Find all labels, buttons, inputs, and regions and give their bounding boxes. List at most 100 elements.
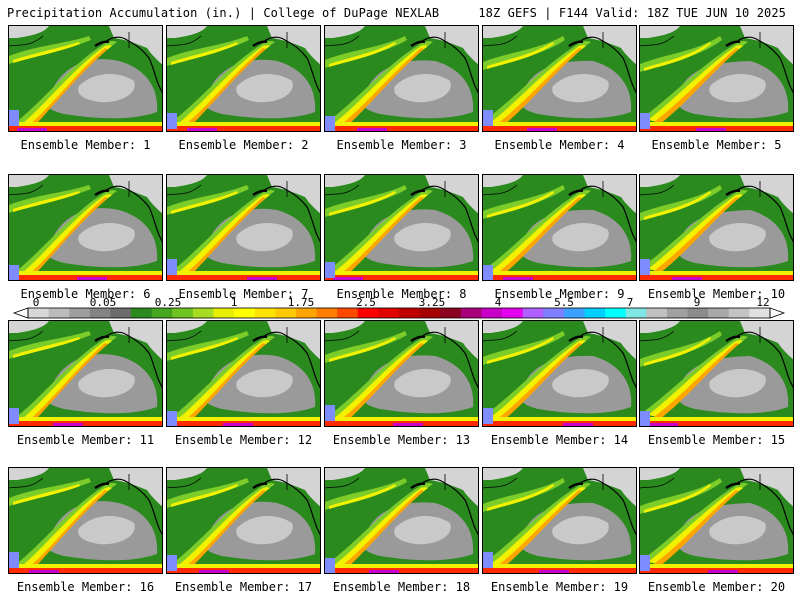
member-caption: Ensemble Member: 19 bbox=[490, 580, 629, 594]
precip-map-frame bbox=[639, 467, 794, 574]
colorbar-tick-label: 3.25 bbox=[418, 296, 446, 309]
member-caption: Ensemble Member: 9 bbox=[494, 287, 625, 301]
run-valid-time: 18Z GEFS | F144 Valid: 18Z TUE JUN 10 20… bbox=[478, 6, 786, 20]
colorbar-swatch bbox=[275, 308, 297, 318]
colorbar-swatch bbox=[131, 308, 153, 318]
precip-map bbox=[640, 468, 793, 573]
precip-map-frame bbox=[639, 25, 794, 132]
colorbar-swatch bbox=[172, 308, 194, 318]
colorbar-tick-label: 1.75 bbox=[287, 296, 315, 309]
colorbar-min-arrow bbox=[12, 307, 29, 319]
precip-map-frame bbox=[482, 25, 637, 132]
member-caption: Ensemble Member: 8 bbox=[336, 287, 467, 301]
precip-map bbox=[9, 468, 162, 573]
colorbar-swatch bbox=[584, 308, 606, 318]
colorbar-swatch bbox=[357, 308, 379, 318]
colorbar-max-arrow bbox=[769, 307, 786, 319]
member-caption: Ensemble Member: 10 bbox=[647, 287, 786, 301]
precip-map bbox=[483, 175, 636, 280]
precip-map bbox=[167, 468, 320, 573]
precip-map-frame bbox=[324, 467, 479, 574]
colorbar-swatch bbox=[708, 308, 730, 318]
product-title: Precipitation Accumulation (in.) | Colle… bbox=[7, 6, 440, 20]
colorbar-swatch bbox=[48, 308, 70, 318]
member-caption: Ensemble Member: 13 bbox=[332, 433, 471, 447]
precip-map bbox=[640, 175, 793, 280]
colorbar-swatch bbox=[749, 308, 771, 318]
colorbar-swatch bbox=[213, 308, 235, 318]
precip-map bbox=[9, 321, 162, 426]
precip-map-frame bbox=[166, 320, 321, 427]
colorbar-tick-label: 0 bbox=[32, 296, 40, 309]
colorbar-swatch bbox=[28, 308, 50, 318]
member-caption: Ensemble Member: 4 bbox=[494, 138, 625, 152]
colorbar-bar bbox=[12, 307, 786, 319]
precip-map bbox=[483, 321, 636, 426]
colorbar-swatch bbox=[502, 308, 524, 318]
member-caption: Ensemble Member: 15 bbox=[647, 433, 786, 447]
colorbar-swatch bbox=[316, 308, 338, 318]
member-caption: Ensemble Member: 20 bbox=[647, 580, 786, 594]
precip-colorbar: 0 0.05 0.25 1 1.75 2.5 3.25 4 5.5 7 9 12 bbox=[0, 296, 800, 320]
colorbar-swatch bbox=[89, 308, 111, 318]
precip-map-frame bbox=[166, 174, 321, 281]
precip-map-frame bbox=[166, 467, 321, 574]
colorbar-swatch bbox=[295, 308, 318, 318]
colorbar-tick-label: 1 bbox=[230, 296, 238, 309]
precip-map-frame bbox=[8, 320, 163, 427]
colorbar-swatch bbox=[605, 308, 627, 318]
precip-map bbox=[9, 175, 162, 280]
colorbar-swatch bbox=[543, 308, 565, 318]
colorbar-swatch bbox=[399, 308, 421, 318]
member-caption: Ensemble Member: 1 bbox=[20, 138, 151, 152]
member-caption: Ensemble Member: 3 bbox=[336, 138, 467, 152]
member-caption: Ensemble Member: 11 bbox=[16, 433, 155, 447]
colorbar-swatch bbox=[110, 308, 132, 318]
member-caption: Ensemble Member: 12 bbox=[174, 433, 313, 447]
precip-map-frame bbox=[8, 467, 163, 574]
colorbar-tick-label: 0.25 bbox=[154, 296, 182, 309]
colorbar-swatch bbox=[522, 308, 544, 318]
member-caption: Ensemble Member: 2 bbox=[178, 138, 309, 152]
precip-map-frame bbox=[324, 174, 479, 281]
member-caption: Ensemble Member: 7 bbox=[178, 287, 309, 301]
colorbar-tick-label: 4 bbox=[494, 296, 502, 309]
precip-map-frame bbox=[324, 25, 479, 132]
member-caption: Ensemble Member: 6 bbox=[20, 287, 151, 301]
precip-map bbox=[167, 175, 320, 280]
precip-map bbox=[9, 26, 162, 131]
member-caption: Ensemble Member: 18 bbox=[332, 580, 471, 594]
precip-map bbox=[483, 468, 636, 573]
colorbar-tick-label: 7 bbox=[626, 296, 634, 309]
colorbar-swatch bbox=[151, 308, 173, 318]
precip-map-frame bbox=[166, 25, 321, 132]
colorbar-swatch bbox=[440, 308, 462, 318]
colorbar-swatch bbox=[192, 308, 214, 318]
precip-map-frame bbox=[8, 25, 163, 132]
precip-map bbox=[325, 321, 478, 426]
precip-map bbox=[640, 26, 793, 131]
colorbar-tick-label: 2.5 bbox=[356, 296, 376, 309]
precip-map bbox=[167, 321, 320, 426]
colorbar-swatch bbox=[419, 308, 441, 318]
colorbar-tick-label: 9 bbox=[693, 296, 701, 309]
precip-map-frame bbox=[8, 174, 163, 281]
colorbar-swatch bbox=[563, 308, 585, 318]
colorbar-swatch bbox=[625, 308, 647, 318]
colorbar-outline bbox=[27, 307, 771, 319]
precip-map-frame bbox=[482, 467, 637, 574]
colorbar-tick-label: 12 bbox=[756, 296, 770, 309]
page-header: Precipitation Accumulation (in.) | Colle… bbox=[0, 0, 800, 24]
colorbar-swatch bbox=[378, 308, 400, 318]
precip-map bbox=[167, 26, 320, 131]
colorbar-swatch bbox=[69, 308, 91, 318]
colorbar-swatch bbox=[254, 308, 276, 318]
colorbar-swatch bbox=[234, 308, 256, 318]
precip-map bbox=[483, 26, 636, 131]
member-caption: Ensemble Member: 5 bbox=[651, 138, 782, 152]
precip-map bbox=[325, 26, 478, 131]
precip-map-frame bbox=[639, 174, 794, 281]
colorbar-tick-label: 5.5 bbox=[554, 296, 574, 309]
precip-map bbox=[325, 175, 478, 280]
